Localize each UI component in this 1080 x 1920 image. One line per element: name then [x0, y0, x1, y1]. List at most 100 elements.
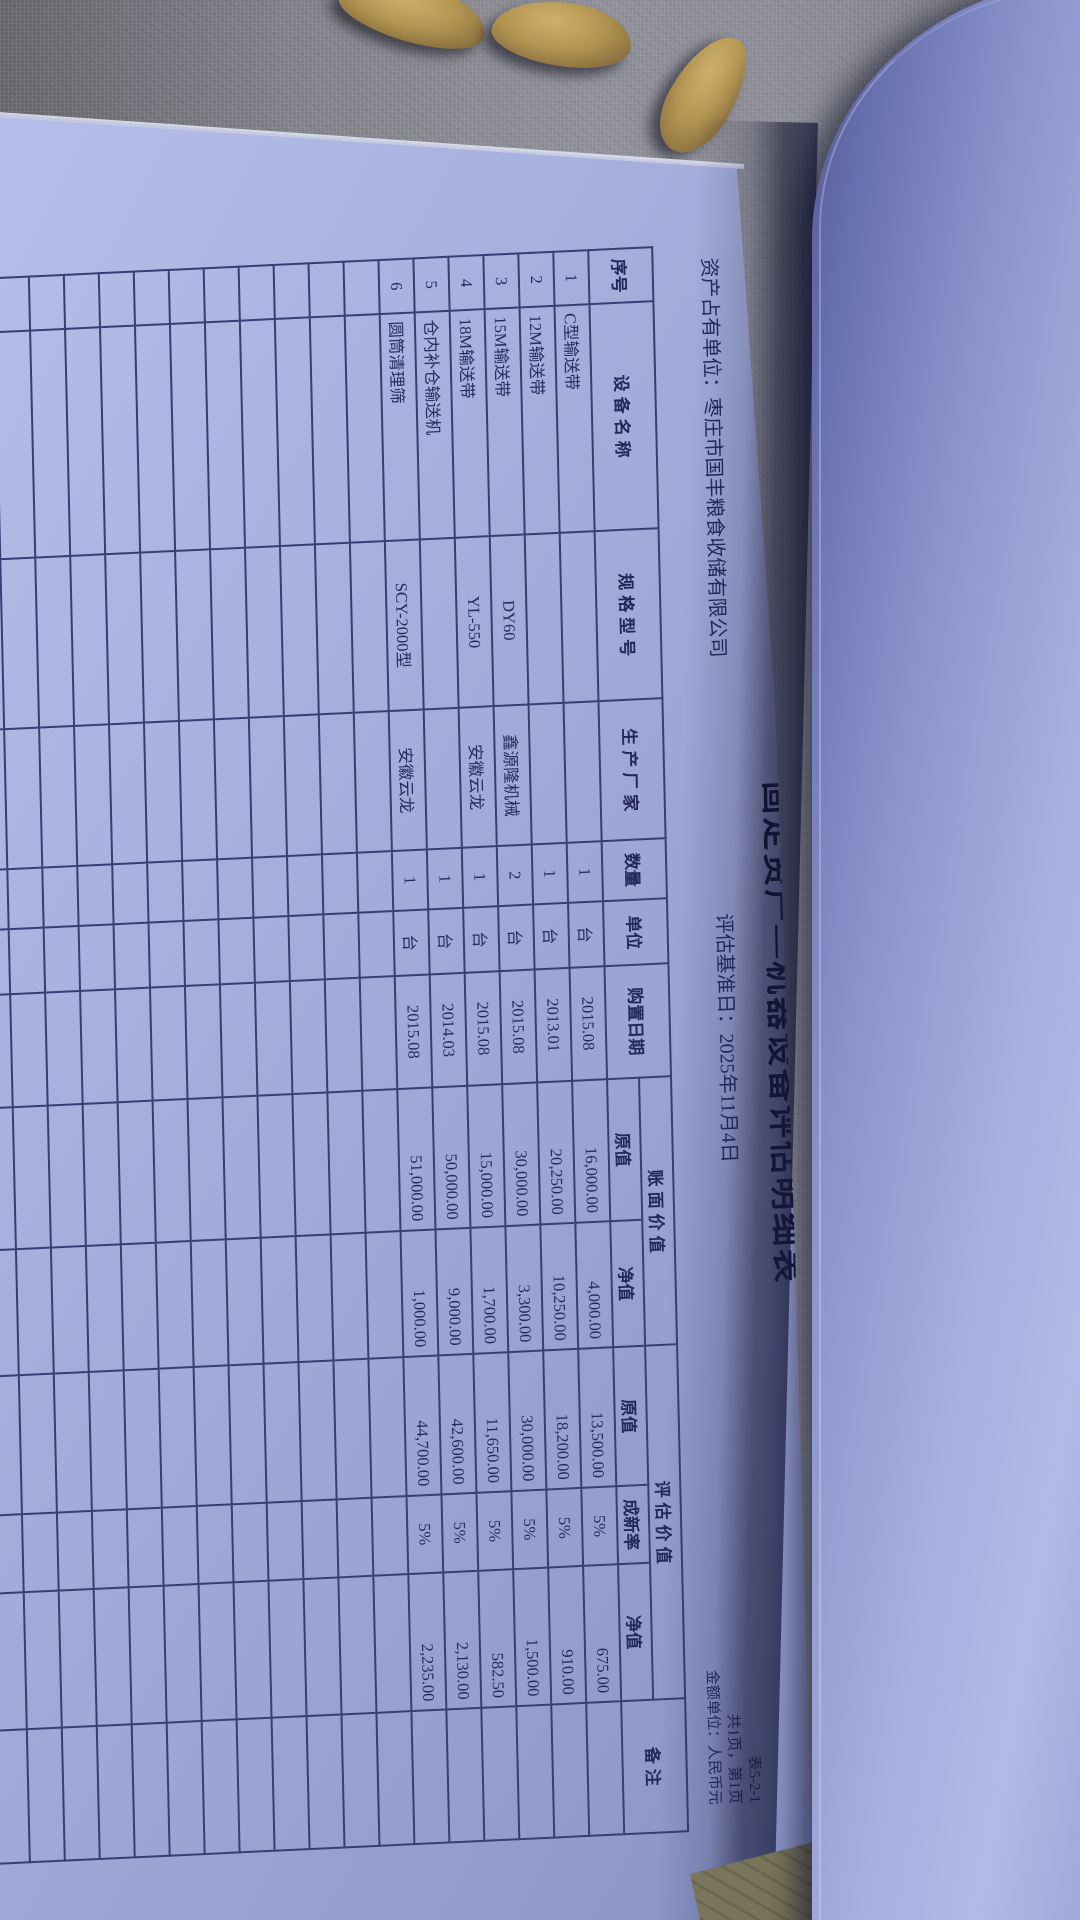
- table-cell: [274, 317, 315, 547]
- table-cell: 582.50: [478, 1569, 517, 1708]
- sub-column-header: 净值: [610, 1219, 646, 1348]
- table-cell: [289, 979, 328, 1095]
- table-cell: [0, 557, 40, 730]
- table-cell: [283, 714, 322, 857]
- table-cell: [178, 719, 218, 861]
- column-header: 生产厂家: [598, 698, 666, 842]
- table-cell: [0, 1375, 22, 1516]
- table-cell: [273, 263, 310, 320]
- table-cell: 台: [498, 904, 535, 972]
- table-cell: 2015.08: [464, 971, 503, 1086]
- table-cell: [196, 1504, 234, 1585]
- table-cell: [336, 1497, 374, 1578]
- table-cell: C型输送带: [554, 304, 595, 533]
- table-cell: [148, 920, 185, 988]
- table-cell: [80, 989, 118, 1104]
- valuation-base-date-line: 评估基准日：2025年11月4日: [712, 913, 740, 1164]
- table-cell: 5: [413, 256, 450, 313]
- table-cell: [266, 1501, 304, 1581]
- table-cell: 仓内补仓输送机: [414, 310, 455, 540]
- table-cell: [359, 976, 398, 1091]
- table-cell: 12M输送带: [519, 305, 560, 535]
- table-cell: SCY-2000型: [384, 539, 424, 712]
- table-cell: [182, 859, 219, 921]
- table-cell: [210, 547, 249, 720]
- table-cell: [21, 1512, 59, 1593]
- table-cell: [88, 1370, 127, 1511]
- table-cell: [327, 1090, 366, 1235]
- table-cell: [105, 552, 144, 725]
- table-cell: [158, 1366, 197, 1508]
- table-cell: [96, 1724, 135, 1859]
- table-cell: [169, 322, 211, 551]
- table-cell: [82, 1102, 121, 1246]
- table-cell: [93, 1587, 132, 1726]
- table-cell: [551, 1702, 590, 1838]
- table-cell: [39, 725, 78, 868]
- table-cell: [134, 323, 176, 553]
- table-cell: 1: [461, 846, 499, 908]
- table-cell: 安徽云龙: [458, 706, 497, 848]
- table-cell: [85, 1244, 124, 1372]
- equipment-table: 序号 设备名称 规格型号 生产厂家 数量 单位 购置日期 账面价值 评估价值 备注 原值 净值 原值 成新…: [0, 246, 689, 1867]
- table-cell: 台: [533, 902, 570, 970]
- sub-column-header: 原值: [613, 1345, 649, 1487]
- table-cell: 台: [393, 909, 430, 977]
- table-cell: [218, 917, 255, 985]
- table-cell: 20,250.00: [537, 1080, 576, 1225]
- table-cell: 鑫源隆机械: [493, 704, 532, 847]
- table-cell: 6: [378, 258, 415, 315]
- table-cell: [333, 1358, 372, 1500]
- table-cell: [63, 273, 101, 329]
- table-cell: [298, 1360, 337, 1502]
- table-cell: [516, 1704, 555, 1840]
- table-cell: 2014.03: [429, 972, 468, 1088]
- table-cell: [0, 1729, 30, 1864]
- table-cell: [238, 265, 275, 321]
- table-cell: [161, 1506, 199, 1586]
- table-cell: [70, 554, 110, 726]
- table-cell: 5%: [511, 1489, 549, 1570]
- table-cell: [115, 987, 153, 1103]
- table-cell: [481, 1706, 520, 1841]
- table-cell: 2013.01: [534, 967, 573, 1083]
- table-cell: [349, 541, 389, 713]
- table-cell: 15,000.00: [467, 1084, 506, 1228]
- table-cell: [271, 1716, 310, 1851]
- table-cell: [239, 319, 280, 548]
- table-cell: 2015.08: [499, 969, 538, 1085]
- table-cell: [91, 1509, 129, 1589]
- table-cell: [323, 912, 360, 980]
- table-cell: [559, 531, 599, 703]
- table-cell: [288, 914, 325, 982]
- table-cell: 5%: [546, 1487, 584, 1568]
- corner-annotations: 表5-2-1 共1页，第1页 金额单位：人民币元: [695, 1403, 764, 1806]
- table-cell: [563, 701, 602, 843]
- table-cell: 1: [426, 847, 464, 910]
- table-cell: [50, 1245, 89, 1374]
- table-cell: [306, 1714, 345, 1850]
- table-cell: [253, 916, 290, 983]
- table-cell: [53, 1371, 92, 1513]
- column-header: 序号: [588, 247, 654, 305]
- table-cell: [0, 1592, 27, 1731]
- table-cell: DY60: [489, 534, 529, 707]
- table-cell: 1: [553, 250, 590, 306]
- table-cell: 10,250.00: [540, 1222, 579, 1351]
- table-cell: 5%: [476, 1491, 514, 1571]
- table-cell: [78, 924, 116, 991]
- table-cell: [175, 549, 214, 721]
- table-cell: [286, 854, 324, 917]
- table-cell: [147, 860, 184, 923]
- table-cell: [45, 990, 83, 1106]
- table-cell: [58, 1588, 97, 1728]
- table-cell: [324, 977, 363, 1093]
- table-cell: 5%: [441, 1492, 479, 1573]
- document-sheet: 固定资产—机器设备评估明细表 表5-2-1 共1页，第1页 金额单位：人民币元 …: [0, 116, 812, 1920]
- table-cell: 9,000.00: [435, 1227, 474, 1356]
- table-cell: [365, 1231, 404, 1359]
- table-cell: [358, 911, 395, 978]
- table-cell: 11,650.00: [473, 1352, 512, 1493]
- table-cell: [217, 857, 254, 920]
